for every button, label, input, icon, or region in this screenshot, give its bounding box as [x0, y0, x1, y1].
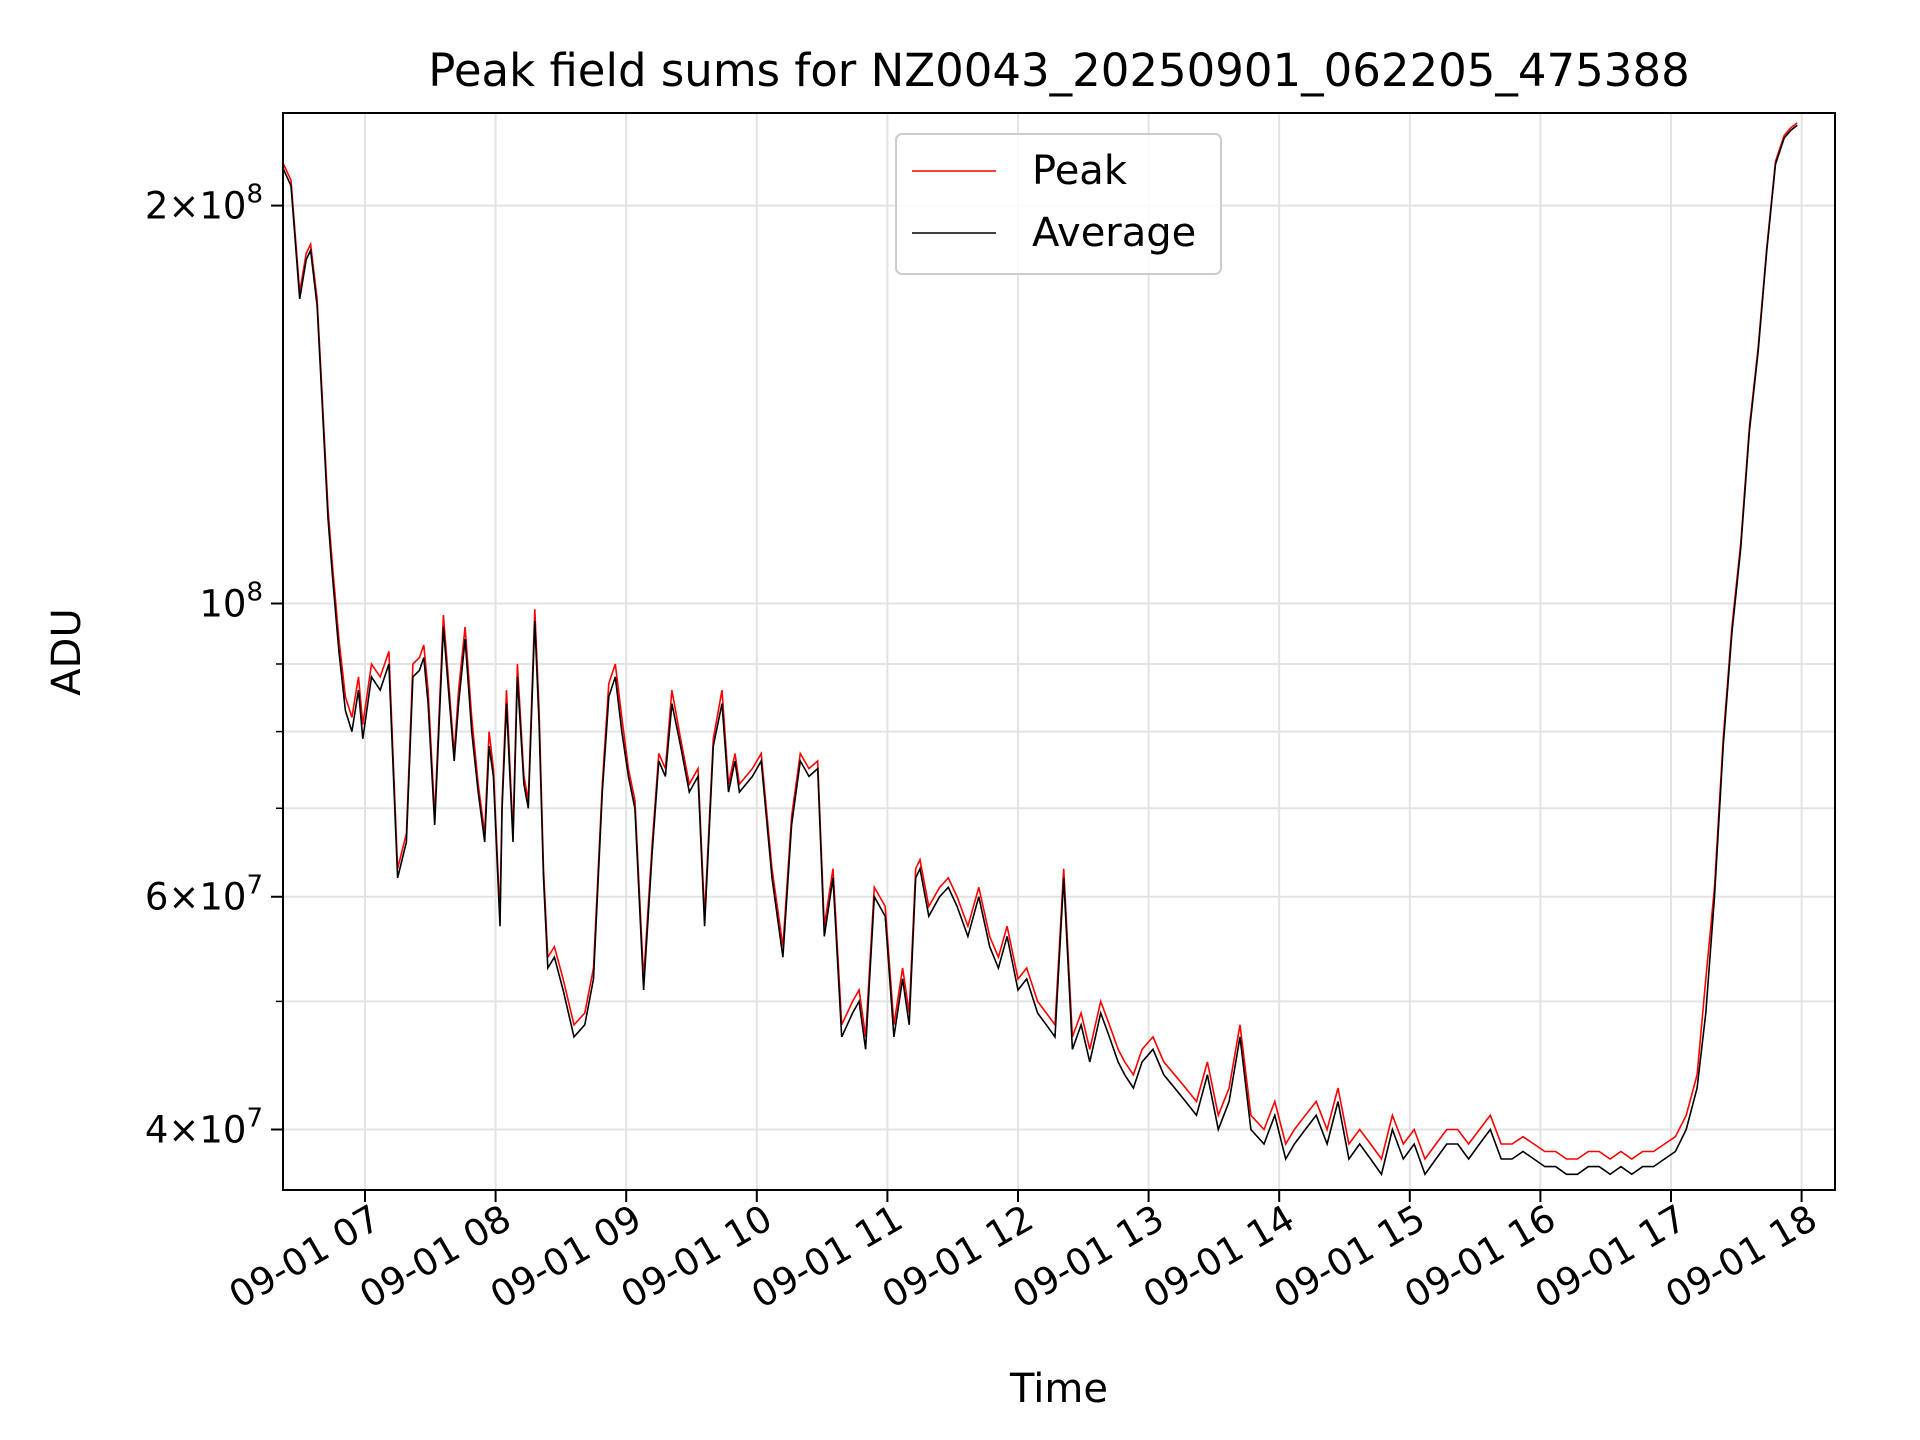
- legend-label-average: Average: [1032, 210, 1196, 256]
- legend: Peak Average: [895, 133, 1222, 275]
- y-axis-label: ADU: [44, 608, 90, 695]
- y-tick-label: 108: [199, 577, 263, 625]
- series-line-average: [283, 124, 1798, 1177]
- chart-title: Peak field sums for NZ0043_20250901_0622…: [428, 44, 1689, 97]
- legend-box: [895, 133, 1222, 275]
- y-tick-label: 4×107: [145, 1104, 263, 1152]
- plot-area: [283, 113, 1835, 1190]
- x-axis-label: Time: [1009, 1366, 1108, 1412]
- plot-frame: [282, 112, 1836, 1191]
- grid: [283, 113, 1835, 1190]
- legend-label-peak: Peak: [1032, 148, 1128, 194]
- y-tick-label: 6×107: [145, 871, 263, 919]
- y-tick-label: 2×108: [145, 180, 263, 228]
- series-layer: [283, 122, 1798, 1177]
- y-axis: 4×107 6×107 108 2×108: [145, 180, 283, 1152]
